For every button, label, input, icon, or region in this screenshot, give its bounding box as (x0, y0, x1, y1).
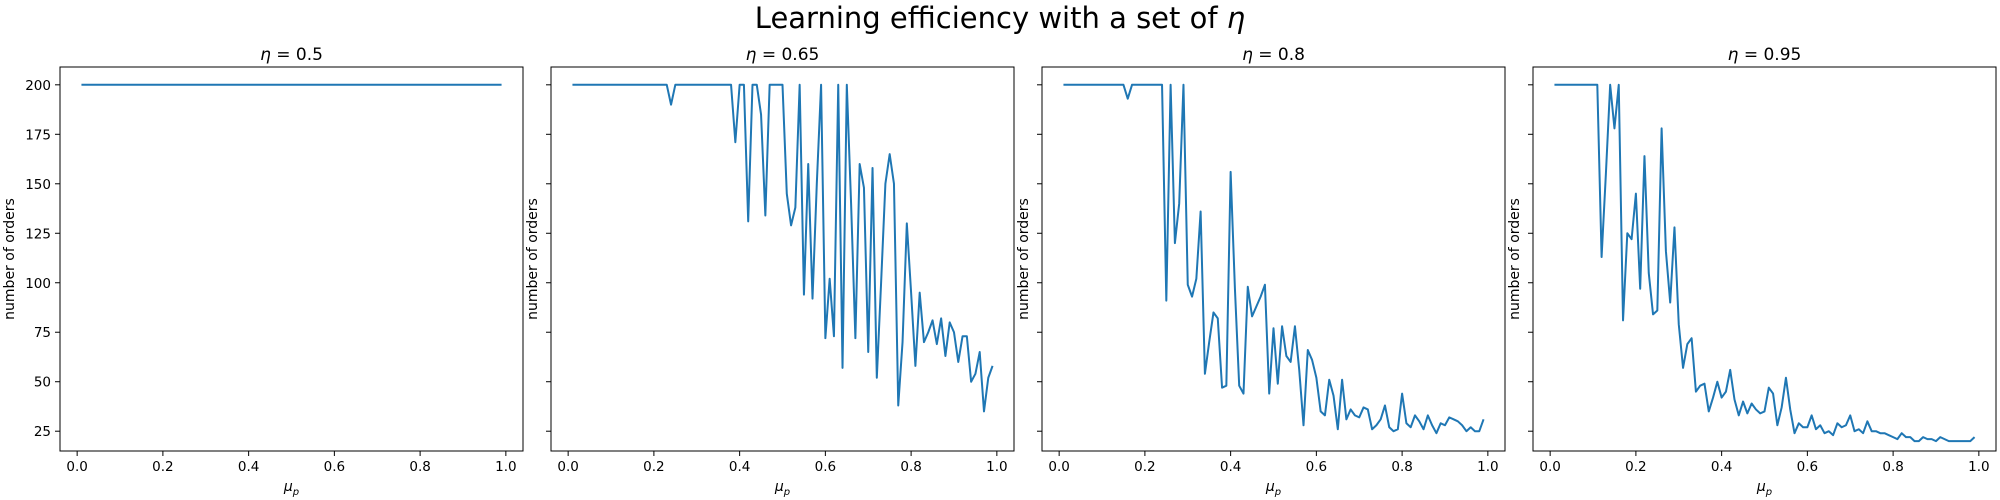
x-tick-label: 0.0 (1048, 459, 1069, 475)
y-axis-label: number of orders (1016, 198, 1032, 320)
x-tick-label: 0.8 (900, 459, 921, 475)
chart-panel-2: η = 0.65 0.0 0.2 0.4 0.6 0.8 1.0 μp number of or… (525, 45, 1015, 498)
figure-title-text: Learning efficiency with a set of (755, 1, 1227, 35)
y-axis-label: number of orders (525, 198, 541, 320)
x-tick-label: 0.8 (1882, 459, 1903, 475)
panel-title-symbol: η (746, 45, 757, 65)
x-axis-label: μp (774, 479, 790, 498)
x-tick-label: 0.4 (1220, 459, 1241, 475)
x-axis-label-subscript: p (1274, 487, 1281, 498)
x-axis-label-symbol: μ (1756, 479, 1766, 495)
x-axis-label-symbol: μ (283, 479, 293, 495)
panel-title: η = 0.65 (746, 45, 820, 65)
x-axis-label: μp (1756, 479, 1772, 498)
plot-frame (1532, 66, 1997, 452)
x-tick-label: 0.2 (152, 459, 173, 475)
panel-title: η = 0.8 (1242, 45, 1305, 65)
y-tick-label: 100 (25, 276, 51, 292)
y-tick-label: 150 (25, 177, 51, 193)
x-tick-label: 1.0 (986, 459, 1007, 475)
x-tick-label: 0.0 (1539, 459, 1560, 475)
chart-panel-3: η = 0.8 0.0 0.2 0.4 0.6 0.8 1.0 μp number of ord… (1016, 45, 1506, 498)
x-tick-label: 0.4 (1711, 459, 1732, 475)
series-line (572, 83, 994, 413)
figure-title-symbol: η (1227, 1, 1245, 35)
panel-title-value: = 0.65 (756, 45, 819, 65)
chart-panel-1: η = 0.5 0.0 0.2 0.4 0.6 0.8 1.0 25 50 75 100 125 150… (2, 45, 524, 498)
y-tick-label: 200 (25, 78, 51, 94)
x-tick-label: 1.0 (1968, 459, 1989, 475)
x-tick-label: 0.6 (324, 459, 345, 475)
plot-frame (1041, 66, 1506, 452)
y-tick-label: 175 (25, 127, 51, 143)
y-axis-label: number of orders (2, 198, 18, 320)
x-axis-label-symbol: μ (774, 479, 784, 495)
x-tick-label: 0.4 (729, 459, 750, 475)
x-tick-label: 0.2 (1625, 459, 1646, 475)
y-tick-label: 125 (25, 226, 51, 242)
x-tick-label: 0.2 (643, 459, 664, 475)
panel-title: η = 0.5 (260, 45, 323, 65)
x-axis-label-subscript: p (783, 487, 790, 498)
panel-title: η = 0.95 (1728, 45, 1802, 65)
x-tick-label: 1.0 (495, 459, 516, 475)
figure-title: Learning efficiency with a set of η (755, 1, 1245, 35)
panel-title-value: = 0.95 (1738, 45, 1801, 65)
x-tick-label: 0.0 (557, 459, 578, 475)
x-tick-label: 0.6 (1306, 459, 1327, 475)
panel-title-value: = 0.5 (271, 45, 323, 65)
y-axis-label: number of orders (1507, 198, 1523, 320)
plot-frame (550, 66, 1015, 452)
y-tick-label: 50 (34, 375, 51, 391)
x-tick-label: 0.4 (238, 459, 259, 475)
panel-title-symbol: η (1728, 45, 1739, 65)
series-line (1554, 83, 1976, 443)
panel-title-symbol: η (1242, 45, 1253, 65)
panel-title-symbol: η (260, 45, 271, 65)
chart-panel-4: η = 0.95 0.0 0.2 0.4 0.6 0.8 1.0 μp number of or… (1507, 45, 1997, 498)
x-tick-label: 1.0 (1477, 459, 1498, 475)
x-axis-label-subscript: p (1765, 487, 1772, 498)
x-tick-label: 0.8 (409, 459, 430, 475)
x-tick-label: 0.6 (815, 459, 836, 475)
x-axis-label: μp (283, 479, 299, 498)
x-tick-label: 0.2 (1134, 459, 1155, 475)
x-axis-label: μp (1265, 479, 1281, 498)
x-tick-label: 0.8 (1391, 459, 1412, 475)
series-line (1063, 83, 1485, 435)
y-tick-label: 75 (34, 325, 51, 341)
x-axis-label-subscript: p (292, 487, 299, 498)
x-tick-label: 0.0 (66, 459, 87, 475)
x-axis-label-symbol: μ (1265, 479, 1275, 495)
panel-title-value: = 0.8 (1253, 45, 1305, 65)
plot-frame (59, 66, 524, 452)
x-tick-label: 0.6 (1797, 459, 1818, 475)
y-tick-label: 25 (34, 424, 51, 440)
